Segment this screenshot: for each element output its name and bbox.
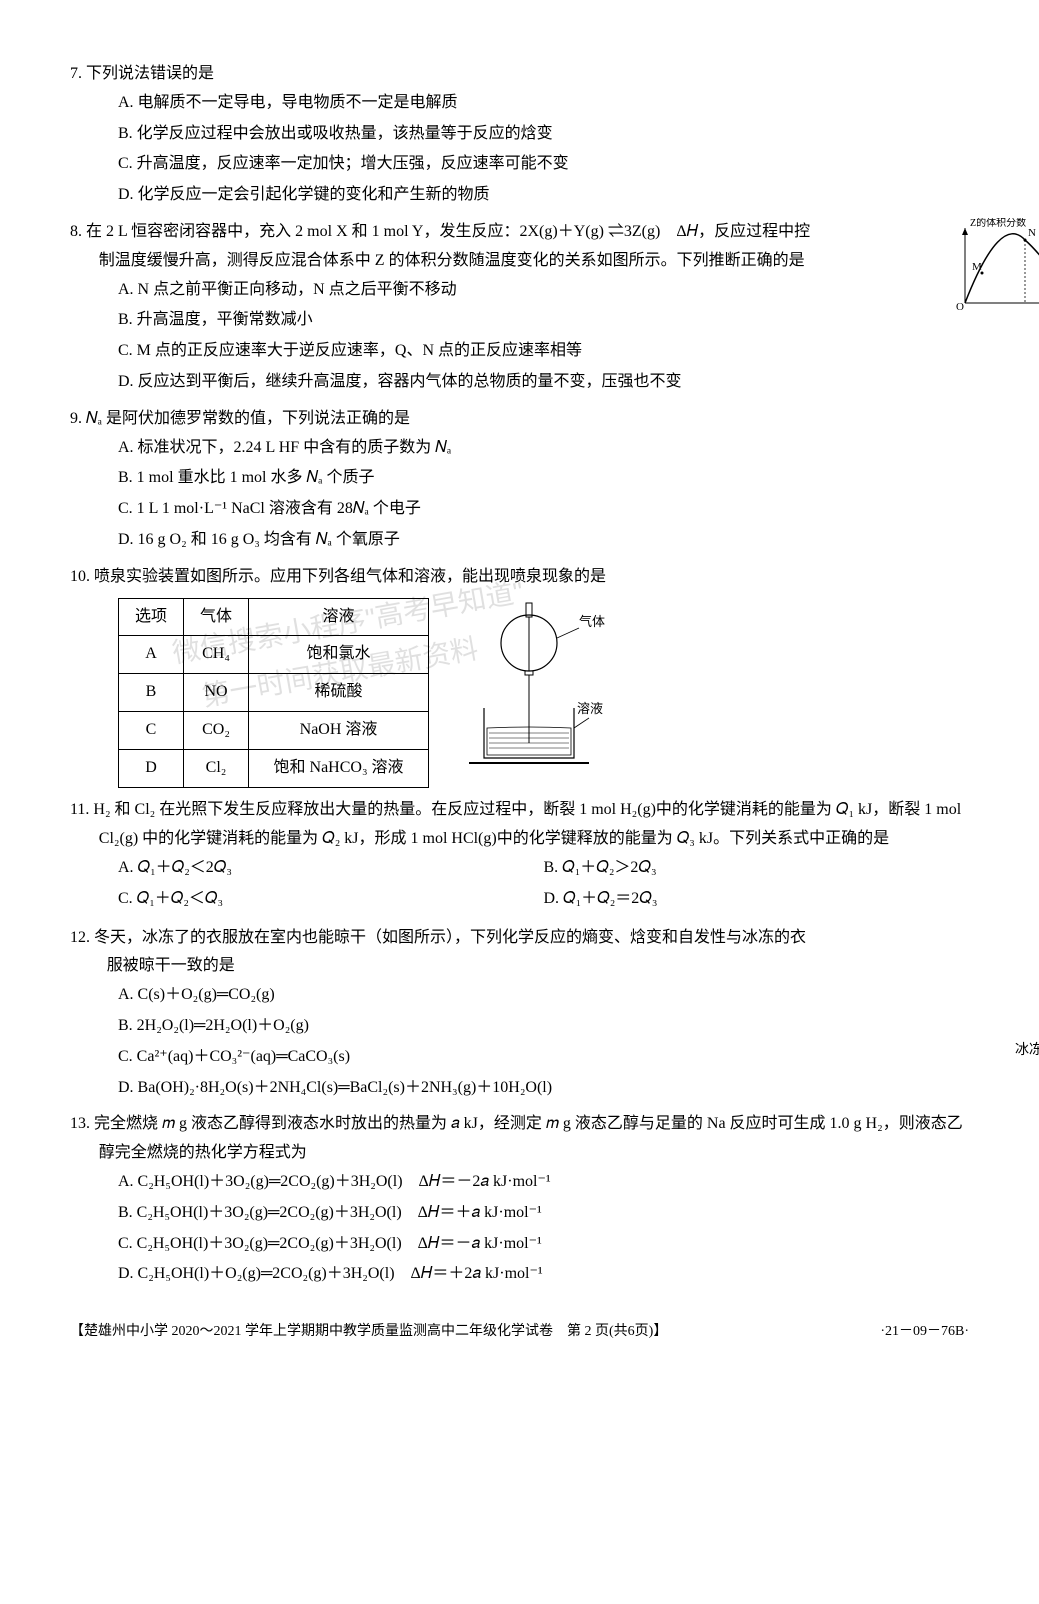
q10-table: 选项 气体 溶液 ACH₄饱和氯水 BNO稀硫酸 CCO₂NaOH 溶液 DCl… <box>118 598 429 788</box>
q8-opt-b: B. 升高温度，平衡常数减小 <box>118 306 969 335</box>
q10-table-area: 选项 气体 溶液 ACH₄饱和氯水 BNO稀硫酸 CCO₂NaOH 溶液 DCl… <box>70 598 969 789</box>
q11-opt-a: A. 𝑄₁＋𝑄₂＜2𝑄₃ <box>118 854 544 883</box>
q9-opt-c: C. 1 L 1 mol·L⁻¹ NaCl 溶液含有 28𝑁ₐ 个电子 <box>118 495 969 524</box>
q11-num: 11. <box>70 801 89 818</box>
q8-opt-c: C. M 点的正反应速率大于逆反应速率，Q、N 点的正反应速率相等 <box>118 337 969 366</box>
q7-opt-b: B. 化学反应过程中会放出或吸收热量，该热量等于反应的焓变 <box>118 120 969 149</box>
q9-num: 9. <box>70 410 82 427</box>
q12-num: 12. <box>70 929 90 946</box>
q8-options: A. N 点之前平衡正向移动，N 点之后平衡不移动 B. 升高温度，平衡常数减小… <box>70 276 969 397</box>
q12-opt-c: C. Ca²⁺(aq)＋CO₃²⁻(aq)═CaCO₃(s) <box>118 1043 969 1072</box>
solution-label: 溶液 <box>577 701 603 716</box>
q13-opt-d: D. C₂H₅OH(l)＋O₂(g)═2CO₂(g)＋3H₂O(l) Δ𝐻＝＋2… <box>118 1260 969 1289</box>
q12-text: 冬天，冰冻了的衣服放在室内也能晾干（如图所示），下列化学反应的熵变、焓变和自发性… <box>94 929 806 975</box>
q7-opt-a: A. 电解质不一定导电，导电物质不一定是电解质 <box>118 89 969 118</box>
th-solution: 溶液 <box>249 598 429 636</box>
question-12: 12. 冬天，冰冻了的衣服放在室内也能晾干（如图所示），下列化学反应的熵变、焓变… <box>70 924 969 1103</box>
q9-text: 𝑁ₐ 是阿伏加德罗常数的值，下列说法正确的是 <box>86 410 410 427</box>
q7-stem: 7. 下列说法错误的是 <box>70 60 969 89</box>
table-row: CCO₂NaOH 溶液 <box>119 711 429 749</box>
th-gas: 气体 <box>184 598 249 636</box>
th-option: 选项 <box>119 598 184 636</box>
table-row: BNO稀硫酸 <box>119 674 429 712</box>
q13-opt-c: C. C₂H₅OH(l)＋3O₂(g)═2CO₂(g)＋3H₂O(l) Δ𝐻＝－… <box>118 1230 969 1259</box>
question-8: 8. 在 2 L 恒容密闭容器中，充入 2 mol X 和 1 mol Y，发生… <box>70 218 969 397</box>
q7-opt-d: D. 化学反应一定会引起化学键的变化和产生新的物质 <box>118 181 969 210</box>
q11-stem: 11. H₂ 和 Cl₂ 在光照下发生反应释放出大量的热量。在反应过程中，断裂 … <box>70 796 969 854</box>
q11-text: H₂ 和 Cl₂ 在光照下发生反应释放出大量的热量。在反应过程中，断裂 1 mo… <box>93 801 961 847</box>
q13-text: 完全燃烧 𝑚 g 液态乙醇得到液态水时放出的热量为 𝑎 kJ，经测定 𝑚 g 液… <box>94 1115 963 1161</box>
q12-opt-a: A. C(s)＋O₂(g)═CO₂(g) <box>118 981 969 1010</box>
table-row: ACH₄饱和氯水 <box>119 636 429 674</box>
q9-opt-b: B. 1 mol 重水比 1 mol 水多 𝑁ₐ 个质子 <box>118 464 969 493</box>
gas-label: 气体 <box>579 614 605 629</box>
svg-text:M: M <box>972 261 982 273</box>
q8-opt-d: D. 反应达到平衡后，继续升高温度，容器内气体的总物质的量不变，压强也不变 <box>118 368 969 397</box>
q11-opt-b: B. 𝑄₁＋𝑄₂＞2𝑄₃ <box>544 854 970 883</box>
q8-opt-a: A. N 点之前平衡正向移动，N 点之后平衡不移动 <box>118 276 969 305</box>
q11-opt-d: D. 𝑄₁＋𝑄₂＝2𝑄₃ <box>544 885 970 914</box>
question-9: 9. 𝑁ₐ 是阿伏加德罗常数的值，下列说法正确的是 A. 标准状况下，2.24 … <box>70 405 969 555</box>
svg-text:N: N <box>1028 227 1036 239</box>
footer-left: 【楚雄州中小学 2020～2021 学年上学期期中教学质量监测高中二年级化学试卷… <box>70 1319 667 1344</box>
question-13: 13. 完全燃烧 𝑚 g 液态乙醇得到液态水时放出的热量为 𝑎 kJ，经测定 𝑚… <box>70 1110 969 1289</box>
q8-graph: M N Q O Z的体积分数 温度 <box>979 218 1039 318</box>
q13-stem: 13. 完全燃烧 𝑚 g 液态乙醇得到液态水时放出的热量为 𝑎 kJ，经测定 𝑚… <box>70 1110 969 1168</box>
q10-num: 10. <box>70 568 90 585</box>
q9-opt-a: A. 标准状况下，2.24 L HF 中含有的质子数为 𝑁ₐ <box>118 434 969 463</box>
q9-options: A. 标准状况下，2.24 L HF 中含有的质子数为 𝑁ₐ B. 1 mol … <box>70 434 969 555</box>
q8-text: 在 2 L 恒容密闭容器中，充入 2 mol X 和 1 mol Y，发生反应：… <box>86 223 810 269</box>
page-footer: 【楚雄州中小学 2020～2021 学年上学期期中教学质量监测高中二年级化学试卷… <box>70 1319 969 1344</box>
q10-text: 喷泉实验装置如图所示。应用下列各组气体和溶液，能出现喷泉现象的是 <box>94 568 606 585</box>
q7-opt-c: C. 升高温度，反应速率一定加快；增大压强，反应速率可能不变 <box>118 150 969 179</box>
q7-text: 下列说法错误的是 <box>86 65 214 82</box>
q13-num: 13. <box>70 1115 90 1132</box>
q8-ylabel: Z的体积分数 <box>970 218 1026 229</box>
table-row: DCl₂饱和 NaHCO₃ 溶液 <box>119 749 429 787</box>
q8-num: 8. <box>70 223 82 240</box>
question-11: 11. H₂ 和 Cl₂ 在光照下发生反应释放出大量的热量。在反应过程中，断裂 … <box>70 796 969 915</box>
footer-right: ·21－09－76B· <box>880 1319 969 1344</box>
q9-opt-d: D. 16 g O₂ 和 16 g O₃ 均含有 𝑁ₐ 个氧原子 <box>118 526 969 555</box>
q13-opt-a: A. C₂H₅OH(l)＋3O₂(g)═2CO₂(g)＋3H₂O(l) Δ𝐻＝－… <box>118 1168 969 1197</box>
q10-stem: 10. 喷泉实验装置如图所示。应用下列各组气体和溶液，能出现喷泉现象的是 <box>70 563 969 592</box>
q8-origin: O <box>956 301 964 313</box>
q10-apparatus: 气体 溶液 <box>459 598 609 789</box>
q12-stem: 12. 冬天，冰冻了的衣服放在室内也能晾干（如图所示），下列化学反应的熵变、焓变… <box>70 924 969 982</box>
q7-options: A. 电解质不一定导电，导电物质不一定是电解质 B. 化学反应过程中会放出或吸收… <box>70 89 969 210</box>
question-10: 10. 喷泉实验装置如图所示。应用下列各组气体和溶液，能出现喷泉现象的是 选项 … <box>70 563 969 789</box>
q7-num: 7. <box>70 65 82 82</box>
q9-stem: 9. 𝑁ₐ 是阿伏加德罗常数的值，下列说法正确的是 <box>70 405 969 434</box>
q8-stem: 8. 在 2 L 恒容密闭容器中，充入 2 mol X 和 1 mol Y，发生… <box>70 218 969 276</box>
q11-opt-c: C. 𝑄₁＋𝑄₂＜𝑄₃ <box>118 885 544 914</box>
q12-opt-d: D. Ba(OH)₂·8H₂O(s)＋2NH₄Cl(s)═BaCl₂(s)＋2N… <box>118 1074 969 1103</box>
q13-opt-b: B. C₂H₅OH(l)＋3O₂(g)═2CO₂(g)＋3H₂O(l) Δ𝐻＝＋… <box>118 1199 969 1228</box>
q12-opt-b: B. 2H₂O₂(l)═2H₂O(l)＋O₂(g) <box>118 1012 969 1041</box>
q11-options: A. 𝑄₁＋𝑄₂＜2𝑄₃ B. 𝑄₁＋𝑄₂＞2𝑄₃ C. 𝑄₁＋𝑄₂＜𝑄₃ D.… <box>70 854 969 916</box>
q13-options: A. C₂H₅OH(l)＋3O₂(g)═2CO₂(g)＋3H₂O(l) Δ𝐻＝－… <box>70 1168 969 1289</box>
q12-options: A. C(s)＋O₂(g)═CO₂(g) B. 2H₂O₂(l)═2H₂O(l)… <box>70 981 969 1102</box>
table-header-row: 选项 气体 溶液 <box>119 598 429 636</box>
question-7: 7. 下列说法错误的是 A. 电解质不一定导电，导电物质不一定是电解质 B. 化… <box>70 60 969 210</box>
